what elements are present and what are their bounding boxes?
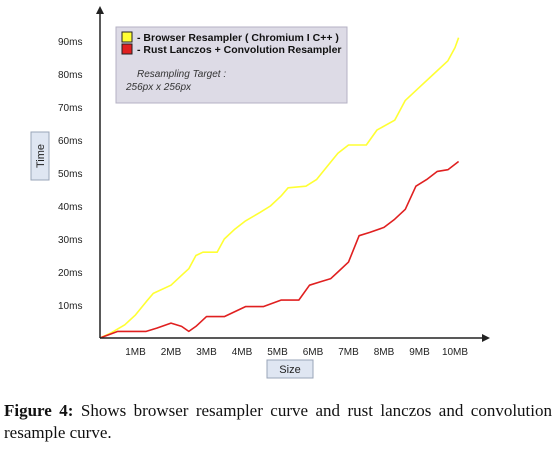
legend-note-line1: Resampling Target : <box>137 69 226 80</box>
y-tick-label: 50ms <box>58 169 82 180</box>
legend: - Browser Resampler ( Chromium I C++ ) -… <box>115 26 348 104</box>
legend-swatch-browser <box>121 31 133 43</box>
x-tick-label: 5MB <box>267 347 288 358</box>
y-tick-label: 40ms <box>58 202 82 213</box>
x-tick-label: 10MB <box>442 347 468 358</box>
x-axis-arrow-icon <box>482 334 490 342</box>
y-tick-label: 70ms <box>58 103 82 114</box>
x-tick-labels: 1MB 2MB 3MB 4MB 5MB 6MB 7MB 8MB 9MB 10MB <box>125 347 468 358</box>
legend-box <box>115 26 348 104</box>
legend-swatch-rust <box>121 43 133 55</box>
legend-label-browser: - Browser Resampler ( Chromium I C++ ) <box>137 32 339 44</box>
x-tick-label: 2MB <box>161 347 182 358</box>
legend-label-rust: - Rust Lanczos + Convolution Resampler <box>137 44 342 56</box>
series-line-browser <box>99 37 460 339</box>
y-tick-label: 90ms <box>58 37 82 48</box>
y-tick-label: 80ms <box>58 70 82 81</box>
y-tick-label: 30ms <box>58 235 82 246</box>
x-tick-label: 9MB <box>409 347 430 358</box>
x-tick-label: 7MB <box>338 347 359 358</box>
y-tick-label: 20ms <box>58 268 82 279</box>
x-tick-label: 8MB <box>374 347 395 358</box>
x-tick-label: 4MB <box>232 347 253 358</box>
y-tick-labels: 10ms 20ms 30ms 40ms 50ms 60ms 70ms 80ms 90ms <box>58 37 82 312</box>
figure-caption: Figure 4: Shows browser resampler curve … <box>4 400 552 444</box>
y-axis-arrow-icon <box>96 6 104 14</box>
series-lines <box>99 37 460 339</box>
y-tick-label: 10ms <box>58 301 82 312</box>
x-tick-label: 6MB <box>303 347 324 358</box>
y-tick-label: 60ms <box>58 136 82 147</box>
x-axis-label-box <box>266 359 314 379</box>
x-axis-label: Size <box>279 364 300 376</box>
y-axis-label: Time <box>35 144 47 168</box>
series-line-rust <box>99 160 460 339</box>
x-tick-label: 1MB <box>125 347 146 358</box>
caption-label: Figure 4: <box>4 401 74 420</box>
legend-note-line2: 256px x 256px <box>125 82 192 93</box>
y-axis-label-box <box>30 131 50 181</box>
x-tick-label: 3MB <box>196 347 217 358</box>
line-chart: 10ms 20ms 30ms 40ms 50ms 60ms 70ms 80ms 90ms 1MB… <box>30 6 490 379</box>
caption-text: Shows browser resampler curve and rust l… <box>4 401 552 442</box>
